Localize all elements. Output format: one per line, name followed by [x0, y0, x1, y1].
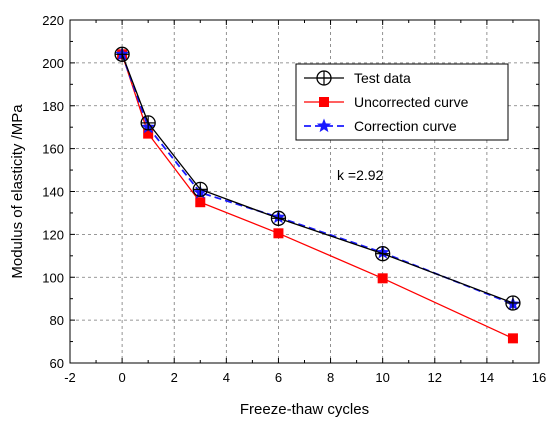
x-tick-label: 6 — [275, 370, 282, 385]
legend-marker — [319, 97, 329, 107]
series-line — [121, 54, 514, 339]
data-point — [195, 197, 206, 208]
y-axis-title: Modulus of elasticity /MPa — [9, 104, 26, 279]
y-tick-label: 180 — [42, 99, 64, 114]
x-tick-label: 10 — [375, 370, 389, 385]
x-tick-label: 0 — [118, 370, 125, 385]
data-point — [140, 115, 156, 131]
legend-label: Test data — [354, 70, 411, 86]
y-tick-label: 160 — [42, 142, 64, 157]
data-point — [507, 333, 518, 344]
legend-marker — [316, 118, 332, 133]
data-point — [377, 273, 388, 284]
series-line — [121, 54, 514, 304]
x-tick-label: 16 — [532, 370, 546, 385]
data-point — [273, 228, 284, 239]
y-tick-label: 220 — [42, 13, 64, 28]
x-axis-title: Freeze-thaw cycles — [240, 401, 369, 418]
axis-ticks: -2 0 2 4 6 8 10 12 14 16 60 80 100 120 140 160 180 200 220 — [42, 13, 546, 385]
legend-label: Correction curve — [354, 118, 457, 134]
x-tick-label: 14 — [480, 370, 494, 385]
series-line — [121, 53, 514, 305]
y-tick-label: 80 — [50, 313, 64, 328]
data-point — [375, 246, 391, 262]
legend-item: Test data — [304, 70, 411, 86]
data-point — [192, 181, 208, 198]
x-tick-label: 4 — [223, 370, 230, 385]
x-tick-label: 2 — [171, 370, 178, 385]
legend-item: Correction curve — [304, 118, 457, 134]
legend-item: Uncorrected curve — [304, 94, 469, 110]
series-test-data — [114, 46, 521, 311]
y-tick-label: 140 — [42, 185, 64, 200]
legend-marker — [316, 70, 332, 86]
data-point — [114, 46, 130, 62]
y-tick-label: 60 — [50, 356, 64, 371]
x-tick-label: 12 — [428, 370, 442, 385]
y-tick-label: 200 — [42, 56, 64, 71]
y-tick-label: 120 — [42, 227, 64, 242]
k-annotation: k =2.92 — [337, 167, 384, 183]
x-tick-label: 8 — [327, 370, 334, 385]
legend: Test data Uncorrected curve Correction cur… — [295, 63, 509, 141]
data-point — [270, 210, 287, 226]
legend-label: Uncorrected curve — [354, 94, 469, 110]
y-tick-label: 100 — [42, 270, 64, 285]
data-point — [505, 295, 521, 311]
series-layer — [114, 46, 521, 344]
data-point — [143, 128, 154, 139]
x-tick-label: -2 — [64, 370, 76, 385]
